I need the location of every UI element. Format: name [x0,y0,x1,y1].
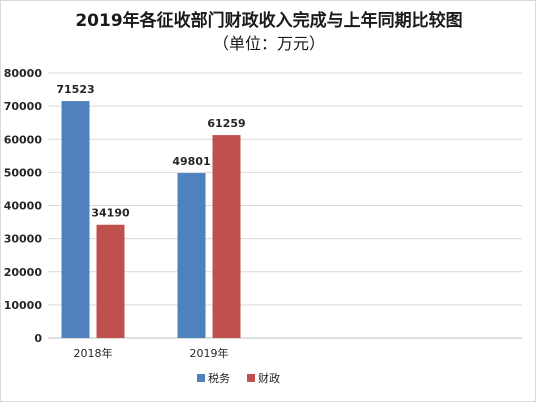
y-tick-label: 30000 [4,233,43,246]
bar-tax [177,173,206,338]
y-tick-label: 10000 [4,299,43,312]
bar-finance [212,135,241,338]
data-label: 71523 [56,83,94,96]
legend-label: 税务 [208,371,230,385]
legend-swatch [197,374,205,382]
chart-title: 2019年各征收部门财政收入完成与上年同期比较图 [75,11,463,31]
bar-finance [96,224,125,338]
legend-swatch [247,374,255,382]
y-tick-label: 60000 [4,133,43,146]
legend-label: 财政 [258,371,280,385]
bar-tax [61,101,90,338]
data-label: 34190 [91,207,130,220]
y-tick-label: 20000 [4,266,43,279]
y-tick-label: 70000 [4,100,43,113]
x-tick-label: 2018年 [74,346,113,360]
chart-subtitle: （单位：万元） [212,34,325,53]
y-tick-label: 80000 [4,67,43,80]
x-tick-label: 2019年 [190,346,229,360]
data-label: 49801 [172,155,210,168]
y-tick-label: 0 [34,332,42,345]
y-tick-label: 50000 [4,166,43,179]
data-label: 61259 [207,117,245,130]
y-tick-label: 40000 [4,200,43,213]
